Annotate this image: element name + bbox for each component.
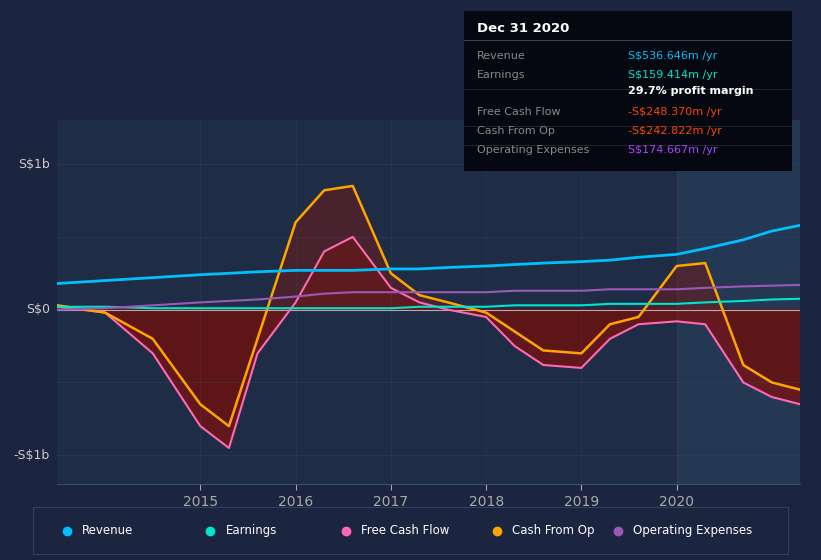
Text: -S$248.370m /yr: -S$248.370m /yr [628, 107, 722, 116]
Text: Operating Expenses: Operating Expenses [477, 145, 589, 155]
Text: -S$1b: -S$1b [14, 449, 50, 462]
Text: Earnings: Earnings [226, 524, 277, 537]
Text: S$0: S$0 [26, 303, 50, 316]
Text: Revenue: Revenue [477, 51, 525, 61]
Text: Cash From Op: Cash From Op [477, 126, 555, 136]
Text: S$536.646m /yr: S$536.646m /yr [628, 51, 718, 61]
Text: Free Cash Flow: Free Cash Flow [361, 524, 450, 537]
Text: S$1b: S$1b [18, 157, 50, 171]
Text: Dec 31 2020: Dec 31 2020 [477, 22, 570, 35]
Text: 29.7% profit margin: 29.7% profit margin [628, 86, 754, 96]
Text: -S$242.822m /yr: -S$242.822m /yr [628, 126, 722, 136]
Text: S$159.414m /yr: S$159.414m /yr [628, 70, 718, 80]
Text: Revenue: Revenue [82, 524, 133, 537]
Text: Free Cash Flow: Free Cash Flow [477, 107, 561, 116]
Bar [677, 120, 800, 484]
Text: S$174.667m /yr: S$174.667m /yr [628, 145, 718, 155]
Text: Cash From Op: Cash From Op [512, 524, 595, 537]
Text: Operating Expenses: Operating Expenses [633, 524, 753, 537]
Text: Earnings: Earnings [477, 70, 525, 80]
